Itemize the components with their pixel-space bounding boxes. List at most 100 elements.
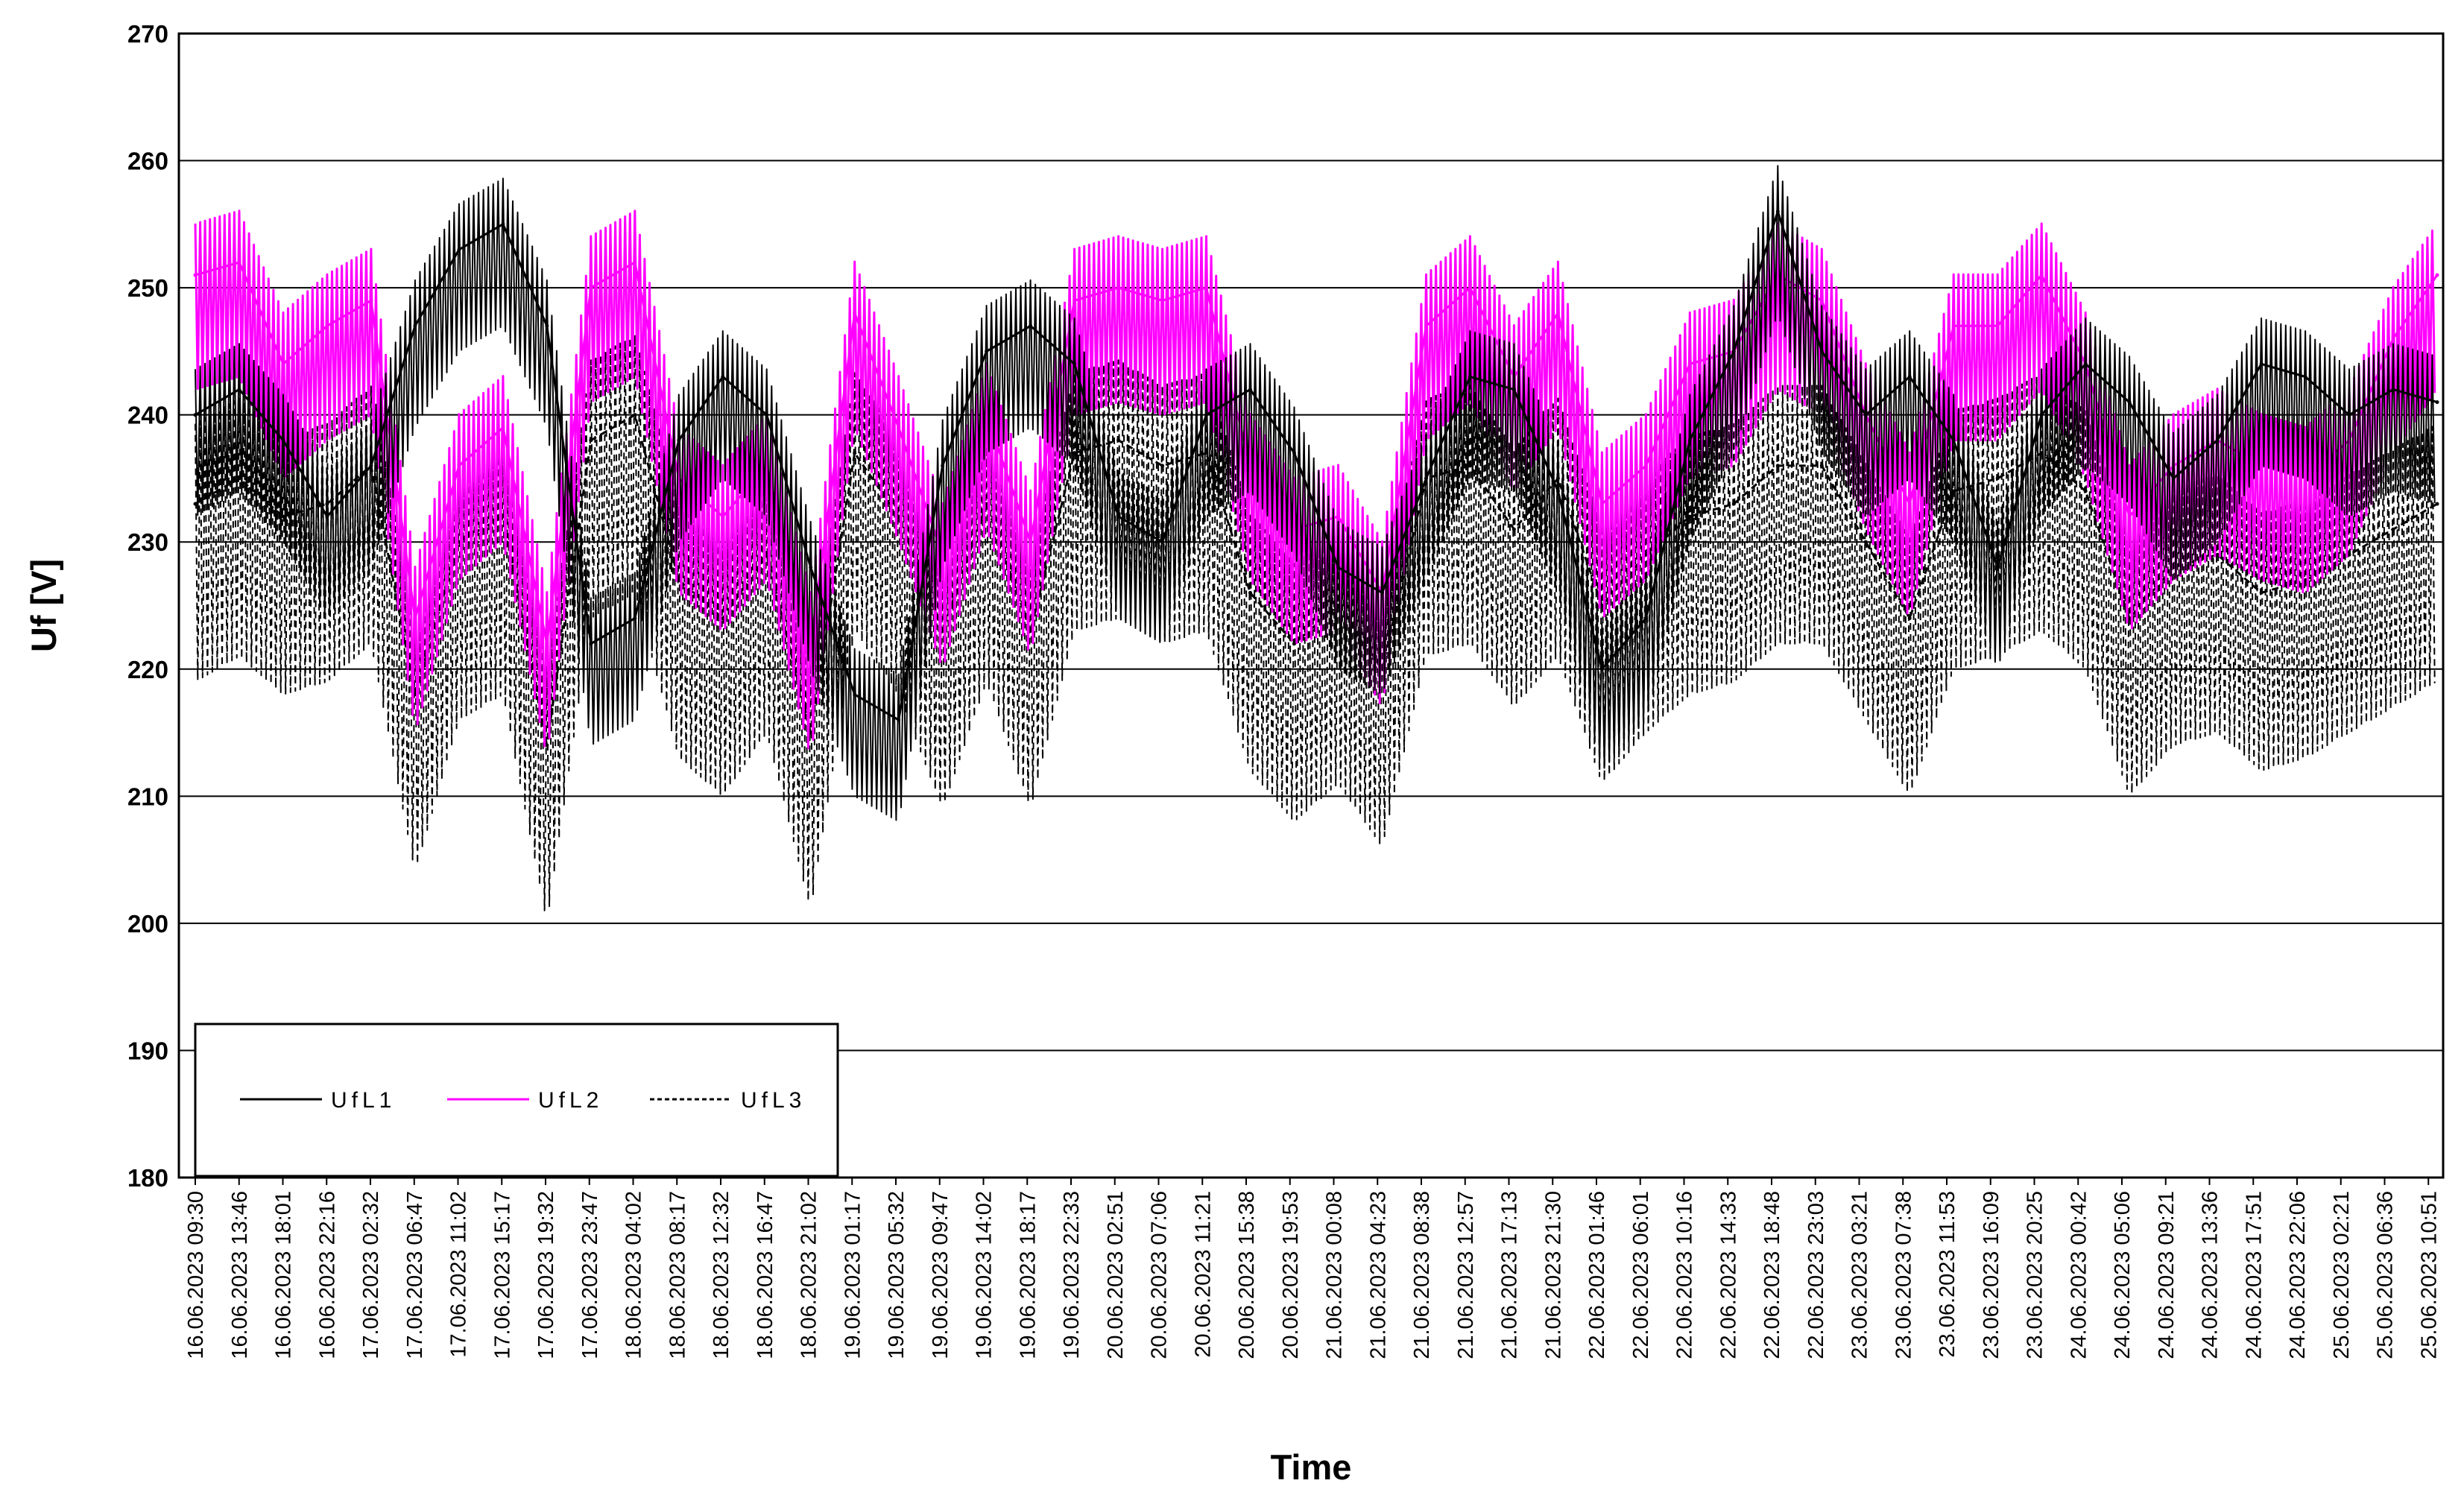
x-tick-label: 17.06.2023 02:32 (359, 1191, 383, 1359)
data-point-ufl2 (941, 552, 945, 557)
data-point-ufl3 (1468, 464, 1472, 468)
data-point-ufl3 (1160, 464, 1165, 468)
data-point-ufl3 (2083, 489, 2088, 493)
data-point-ufl1 (193, 413, 198, 417)
data-point-ufl2 (2391, 336, 2395, 341)
data-point-ufl3 (721, 616, 725, 621)
legend-label-ufl3: UfL3 (741, 1088, 806, 1113)
data-point-ufl2 (1336, 514, 1340, 519)
x-tick-label: 20.06.2023 02:51 (1104, 1191, 1128, 1359)
x-tick-label: 21.06.2023 08:38 (1410, 1191, 1434, 1359)
series-line-ufl2 (195, 260, 2439, 645)
data-point-ufl1 (1160, 540, 1165, 544)
data-point-ufl1 (457, 247, 461, 252)
data-point-ufl2 (721, 514, 725, 519)
data-point-ufl2 (633, 260, 637, 265)
x-tick-label: 18.06.2023 16:47 (754, 1191, 777, 1359)
data-point-ufl3 (1292, 642, 1296, 646)
data-point-ufl2 (237, 260, 241, 265)
x-tick-label: 22.06.2023 10:16 (1673, 1191, 1697, 1359)
data-point-ufl3 (809, 730, 813, 735)
data-point-ufl3 (853, 451, 857, 455)
series-lines (193, 165, 2439, 911)
data-point-ufl1 (369, 464, 373, 468)
x-tick-label: 20.06.2023 15:38 (1235, 1191, 1259, 1359)
data-point-ufl2 (369, 298, 373, 303)
data-point-ufl3 (589, 438, 593, 443)
x-tick-label: 21.06.2023 21:30 (1541, 1191, 1565, 1359)
data-point-ufl1 (1380, 590, 1384, 595)
data-point-ufl2 (281, 361, 285, 366)
data-point-ufl2 (1116, 285, 1121, 290)
data-point-ufl1 (2083, 361, 2088, 366)
data-point-ufl1 (1248, 388, 1252, 392)
data-point-ufl1 (985, 349, 989, 353)
y-tick-label: 220 (127, 656, 168, 683)
data-point-ufl3 (1029, 629, 1033, 633)
x-tick-label: 22.06.2023 06:01 (1629, 1191, 1653, 1359)
x-tick-label: 24.06.2023 22:06 (2286, 1191, 2310, 1359)
x-tick-label: 24.06.2023 05:06 (2111, 1191, 2135, 1359)
data-point-ufl1 (1951, 438, 1956, 443)
data-point-ufl1 (1819, 349, 1824, 353)
x-tick-label: 21.06.2023 04:23 (1366, 1191, 1390, 1359)
data-point-ufl1 (2171, 476, 2176, 481)
data-point-ufl2 (1687, 361, 1692, 366)
data-point-ufl1 (2127, 400, 2132, 405)
data-point-ufl2 (545, 642, 549, 646)
x-tick-label: 22.06.2023 14:33 (1716, 1191, 1740, 1359)
x-tick-label: 23.06.2023 11:53 (1936, 1191, 1959, 1358)
data-point-ufl3 (1775, 464, 1780, 468)
data-point-ufl3 (1863, 540, 1868, 544)
data-point-ufl1 (1731, 349, 1736, 353)
data-point-ufl2 (1073, 298, 1077, 303)
x-tick-label: 19.06.2023 22:33 (1060, 1191, 1084, 1359)
data-point-ufl2 (1643, 464, 1648, 468)
data-point-ufl1 (2259, 361, 2264, 366)
x-tick-label: 18.06.2023 21:02 (797, 1191, 821, 1359)
x-tick-label: 25.06.2023 02:21 (2330, 1191, 2354, 1359)
data-point-ufl2 (1204, 285, 1208, 290)
data-point-ufl3 (1687, 514, 1692, 519)
data-point-ufl2 (1555, 311, 1560, 315)
data-point-ufl1 (2435, 400, 2439, 405)
data-point-ufl1 (237, 388, 241, 392)
x-tick-label: 19.06.2023 14:02 (973, 1191, 996, 1359)
data-point-ufl2 (1160, 298, 1165, 303)
data-point-ufl3 (1819, 464, 1824, 468)
data-point-ufl1 (1687, 438, 1692, 443)
x-tick-label: 16.06.2023 22:16 (315, 1191, 339, 1359)
data-point-ufl3 (1599, 604, 1604, 607)
data-point-ufl3 (281, 514, 285, 519)
data-point-ufl3 (237, 476, 241, 481)
x-tick-label: 16.06.2023 09:30 (184, 1191, 208, 1359)
data-point-ufl1 (1468, 375, 1472, 379)
data-point-ufl3 (1073, 451, 1077, 455)
data-point-ufl1 (1204, 413, 1208, 417)
data-point-ufl2 (2127, 514, 2132, 519)
data-point-ufl2 (1424, 323, 1428, 328)
data-point-ufl1 (1029, 323, 1033, 328)
y-tick-labels: 180 190 200 210 220 230 240 250 260 270 (127, 20, 168, 1192)
x-tick-label: 23.06.2023 20:25 (2024, 1191, 2047, 1359)
data-point-ufl3 (1511, 527, 1516, 531)
x-tick-label: 17.06.2023 11:02 (447, 1191, 471, 1358)
data-point-ufl3 (545, 743, 549, 748)
data-point-ufl1 (1511, 388, 1516, 392)
x-tick-label: 16.06.2023 18:01 (272, 1191, 296, 1359)
data-point-ufl3 (1995, 476, 2000, 481)
data-point-ufl3 (1731, 502, 1736, 506)
x-tick-label: 18.06.2023 12:32 (710, 1191, 733, 1359)
data-point-ufl1 (413, 323, 417, 328)
x-axis-title: Time (1271, 1447, 1352, 1487)
y-tick-label: 270 (127, 20, 168, 48)
data-point-ufl2 (853, 311, 857, 315)
y-tick-label: 210 (127, 783, 168, 810)
x-tick-label: 24.06.2023 17:51 (2242, 1191, 2266, 1359)
data-point-ufl2 (897, 426, 901, 430)
x-tick-label: 20.06.2023 19:53 (1279, 1191, 1303, 1359)
data-point-ufl3 (677, 578, 681, 582)
data-point-ufl3 (1248, 590, 1252, 595)
y-tick-label: 190 (127, 1037, 168, 1064)
